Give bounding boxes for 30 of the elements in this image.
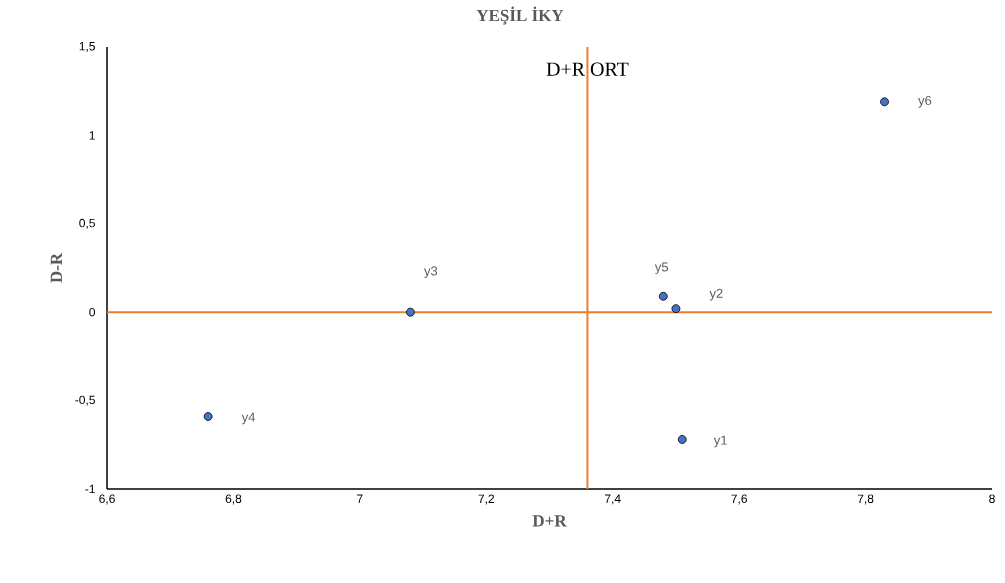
point <box>677 435 687 444</box>
y-axis-title: D-R <box>50 252 62 283</box>
y-tick-label: 0,5 <box>79 218 95 229</box>
point <box>203 412 213 421</box>
y-tick-label: -0,5 <box>75 395 95 406</box>
y-tick-label: 1,5 <box>79 42 95 52</box>
annotation: y6 <box>918 95 932 108</box>
annotation: y1 <box>713 435 727 448</box>
x-tick-label: 8 <box>989 494 995 504</box>
annotation: y5 <box>654 262 668 275</box>
x-tick-label: 6,8 <box>225 494 242 505</box>
y-tick-label: -1 <box>85 484 95 494</box>
point <box>671 304 681 314</box>
x-tick-label: 7,2 <box>478 494 495 505</box>
point <box>880 97 889 107</box>
y-tick-label: 0 <box>89 307 96 317</box>
point <box>658 291 668 301</box>
ref-line-label: D+R ORT <box>546 62 629 76</box>
y-tick-label: 1 <box>89 131 95 140</box>
x-tick-label: 7,4 <box>604 494 621 505</box>
annotation: y4 <box>241 412 256 425</box>
x-tick-label: 7,8 <box>857 494 874 505</box>
x-tick-label: 7,6 <box>731 494 747 505</box>
point <box>406 307 415 317</box>
x-tick-label: 7 <box>357 494 363 503</box>
x-axis-title: D+R <box>532 515 567 527</box>
annotation: y2 <box>709 288 723 301</box>
annotation: y3 <box>424 266 438 279</box>
chart-title: YEŞİL İKY <box>476 6 564 25</box>
x-tick-label: 6,6 <box>99 494 115 505</box>
